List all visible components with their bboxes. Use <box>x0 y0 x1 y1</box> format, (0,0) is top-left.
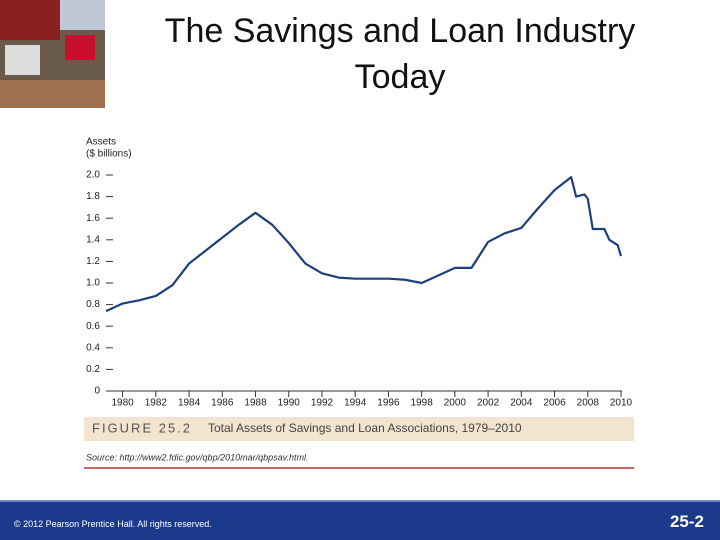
x-tick-label: 2000 <box>444 398 467 409</box>
y-axis-label: Assets <box>86 137 116 148</box>
x-tick-label: 2006 <box>543 398 566 409</box>
x-tick-label: 1988 <box>244 398 267 409</box>
x-tick-label: 1994 <box>344 398 367 409</box>
header-photo <box>0 0 105 108</box>
x-tick-label: 1992 <box>311 398 334 409</box>
x-tick-label: 2002 <box>477 398 500 409</box>
caption-band <box>84 417 634 441</box>
y-tick-label: 1.4 <box>86 234 100 245</box>
x-tick-label: 1998 <box>411 398 434 409</box>
x-tick-label: 1984 <box>178 398 201 409</box>
chart: FIGURE 25.2 Total Assets of Savings and … <box>84 137 634 469</box>
copyright: © 2012 Pearson Prentice Hall. All rights… <box>14 519 212 529</box>
y-tick-label: 2.0 <box>86 170 100 181</box>
y-tick-label: 1.2 <box>86 256 100 267</box>
x-tick-label: 1982 <box>145 398 168 409</box>
slide-number: 25-2 <box>669 512 704 531</box>
y-tick-label: 0.6 <box>86 321 100 332</box>
y-tick-label: 0.4 <box>86 342 100 353</box>
y-tick-label: 1.0 <box>86 278 100 289</box>
data-line <box>105 176 623 313</box>
figure-caption: Total Assets of Savings and Loan Associa… <box>208 421 522 435</box>
x-tick-label: 1996 <box>377 398 400 409</box>
x-tick-label: 2008 <box>577 398 600 409</box>
x-tick-label: 2010 <box>610 398 633 409</box>
y-tick-label: 1.8 <box>86 191 100 202</box>
footer: © 2012 Pearson Prentice Hall. All rights… <box>0 500 720 540</box>
y-axis-label: ($ billions) <box>86 149 132 160</box>
figure-source: Source: http://www2.fdic.gov/qbp/2010mar… <box>86 452 308 462</box>
y-tick-label: 1.6 <box>86 213 100 224</box>
x-tick-label: 1986 <box>211 398 234 409</box>
y-tick-label: 0.8 <box>86 299 100 310</box>
y-tick-label: 0.2 <box>86 364 100 375</box>
x-tick-label: 2004 <box>510 398 533 409</box>
slide-title: The Savings and Loan Industry Today <box>164 12 636 96</box>
figure-number: FIGURE 25.2 <box>92 420 192 435</box>
x-tick-label: 1980 <box>111 398 134 409</box>
y-tick-label: 0 <box>94 386 100 397</box>
x-tick-label: 1990 <box>278 398 301 409</box>
